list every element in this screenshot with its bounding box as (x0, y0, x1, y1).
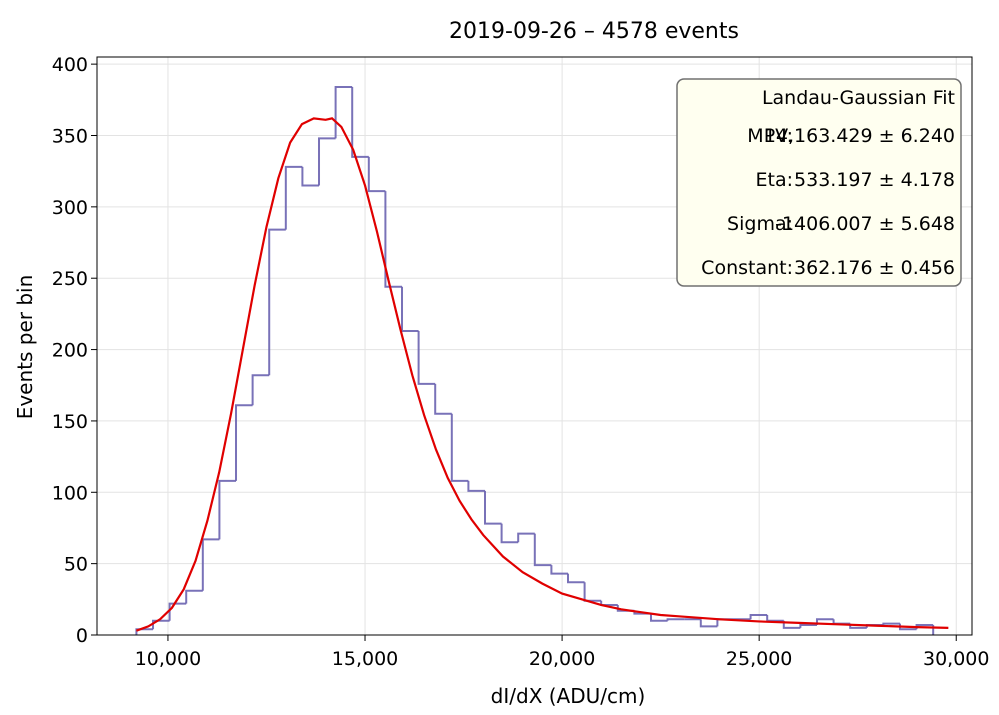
x-tick-label: 25,000 (726, 648, 792, 670)
fit-curve-line (136, 117, 949, 632)
histogram-bin (649, 613, 668, 622)
histogram-bin (699, 619, 718, 628)
histogram-bin (384, 191, 403, 288)
legend-param-value: 362.176 ± 0.456 (794, 257, 955, 279)
histogram-bin (251, 374, 270, 406)
histogram-bin (401, 286, 419, 333)
histogram-bin (583, 582, 602, 602)
histogram-bin (550, 565, 568, 575)
legend-param-value: -1406.007 ± 5.648 (775, 213, 955, 235)
legend-param-label: Constant: (701, 257, 793, 279)
histogram-bin (467, 480, 486, 492)
histogram-bin (268, 228, 286, 376)
histogram-bin (201, 538, 220, 591)
fit-legend-box: Landau-Gaussian Fit MPV:14,163.429 ± 6.2… (676, 78, 962, 287)
y-tick-label: 250 (52, 268, 88, 290)
histogram-bin (450, 413, 469, 482)
legend-title: Landau-Gaussian Fit (762, 87, 955, 109)
legend-param-value: 533.197 ± 4.178 (794, 169, 955, 191)
y-tick-label: 50 (64, 554, 88, 576)
x-tick-label: 30,000 (923, 648, 989, 670)
chart-title: 2019-09-26 – 4578 events (449, 19, 739, 44)
histogram-bin (235, 404, 253, 481)
plot-frame (96, 56, 973, 636)
histogram-bin (749, 614, 768, 620)
histogram-bin (301, 166, 320, 187)
histogram-bin (135, 628, 154, 635)
x-tick-label: 15,000 (332, 648, 398, 670)
histogram-bin (500, 523, 519, 544)
legend-param-label: Sigma: (727, 213, 793, 235)
histogram-bin (533, 533, 552, 567)
x-axis: 10,000 15,000 20,000 25,000 30,000 (135, 635, 989, 670)
legend-background (676, 78, 962, 287)
y-tick-label: 350 (52, 125, 88, 147)
y-tick-label: 0 (76, 625, 88, 647)
histogram-bin (832, 619, 851, 625)
histogram-bin (351, 86, 369, 158)
histogram-bin (566, 573, 585, 584)
histogram-bin (367, 156, 386, 193)
histogram-bin (318, 137, 336, 186)
y-tick-label: 100 (52, 482, 88, 504)
y-axis-title: Events per bin (13, 275, 37, 420)
x-tick-label: 20,000 (529, 648, 595, 670)
histogram-bin (766, 615, 784, 622)
histogram-bin (882, 622, 900, 626)
histogram-bin (152, 619, 170, 630)
histogram-bin (484, 490, 502, 525)
histogram-bin (168, 602, 187, 621)
histogram-bin (284, 165, 303, 230)
y-tick-label: 200 (52, 340, 88, 362)
histogram-bin (434, 383, 452, 415)
histogram-bin (185, 589, 203, 604)
y-tick-label: 400 (52, 54, 88, 76)
y-tick-label: 300 (52, 197, 88, 219)
histogram-bin (218, 479, 237, 540)
y-tick-label: 150 (52, 411, 88, 433)
legend-param-label: MPV: (747, 125, 793, 147)
histogram-bin (417, 331, 436, 385)
y-axis: 0 50 100 150 200 250 300 350 400 (52, 54, 97, 647)
legend-rows: MPV:14,163.429 ± 6.240 Eta: 533.197 ± 4.17… (701, 125, 955, 279)
fit-curve-series (136, 117, 949, 632)
x-tick-label: 10,000 (135, 648, 201, 670)
histogram-bin (666, 618, 685, 621)
legend-param-label: Eta: (756, 169, 794, 191)
histogram-bin (517, 532, 535, 543)
x-axis-title: dI/dX (ADU/cm) (491, 684, 646, 708)
histogram-bin (799, 624, 817, 628)
legend-param-value: 14,163.429 ± 6.240 (764, 125, 955, 147)
